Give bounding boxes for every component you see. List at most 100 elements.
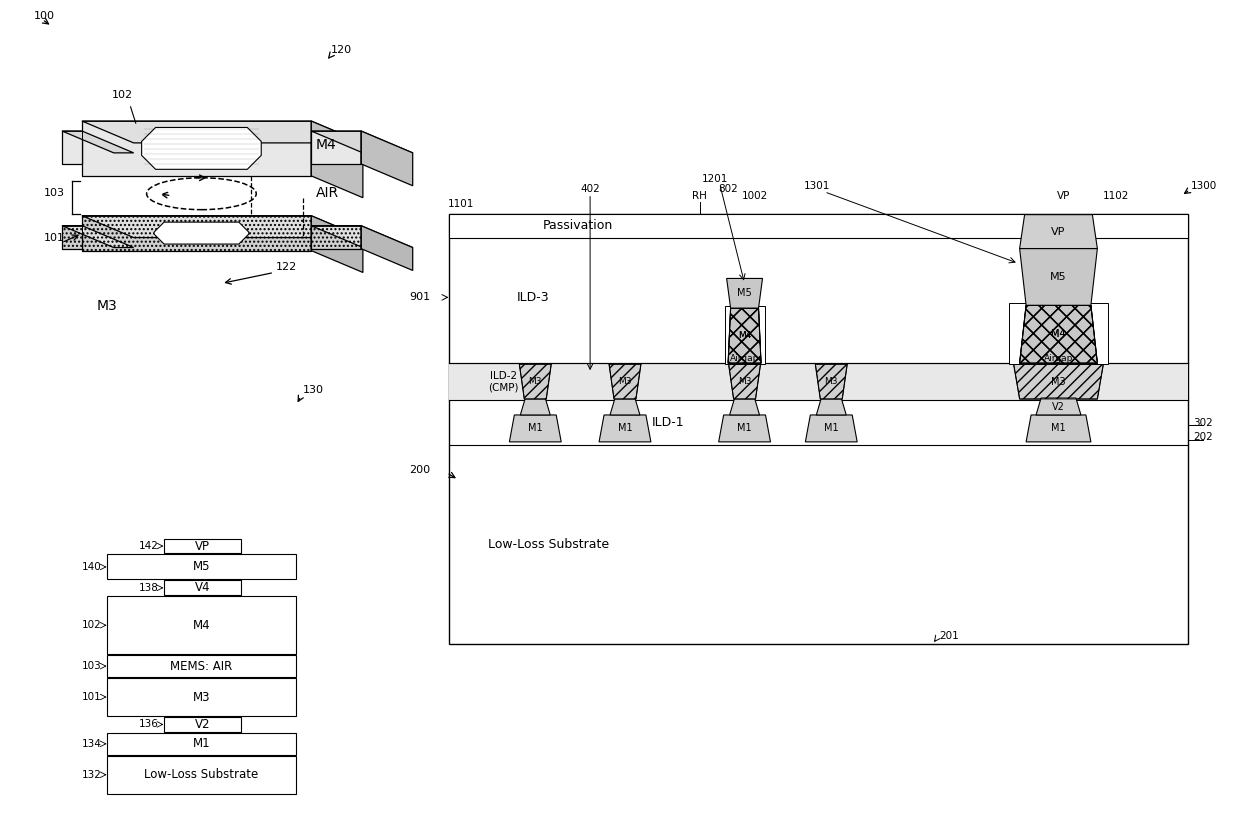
Polygon shape bbox=[520, 364, 552, 399]
Text: AIR: AIR bbox=[316, 185, 340, 200]
Text: RH: RH bbox=[692, 191, 707, 201]
Bar bbox=[164, 717, 242, 732]
Text: 1301: 1301 bbox=[804, 180, 831, 191]
Text: M5: M5 bbox=[1050, 272, 1066, 282]
Text: 120: 120 bbox=[331, 46, 352, 55]
Text: M3: M3 bbox=[1052, 376, 1066, 387]
Bar bbox=[107, 597, 296, 654]
Polygon shape bbox=[141, 128, 262, 169]
Polygon shape bbox=[1019, 215, 1097, 249]
Text: ILD-3: ILD-3 bbox=[517, 291, 549, 304]
Polygon shape bbox=[154, 222, 249, 244]
Polygon shape bbox=[816, 364, 847, 399]
Text: V4: V4 bbox=[195, 581, 211, 594]
Text: M1: M1 bbox=[192, 737, 211, 750]
Polygon shape bbox=[728, 308, 761, 363]
Polygon shape bbox=[816, 398, 846, 415]
Text: M3: M3 bbox=[97, 299, 118, 313]
Text: V2: V2 bbox=[1052, 402, 1065, 411]
Text: M5: M5 bbox=[738, 289, 751, 298]
Text: M1: M1 bbox=[823, 424, 838, 433]
Polygon shape bbox=[727, 278, 763, 308]
Polygon shape bbox=[82, 215, 311, 250]
Polygon shape bbox=[1019, 306, 1097, 363]
Polygon shape bbox=[82, 215, 363, 237]
Polygon shape bbox=[599, 415, 651, 442]
Bar bbox=[449, 214, 1188, 644]
Text: 901: 901 bbox=[409, 293, 430, 302]
Polygon shape bbox=[805, 415, 857, 442]
Text: M3: M3 bbox=[825, 377, 838, 386]
Polygon shape bbox=[1027, 415, 1091, 442]
Text: 103: 103 bbox=[82, 661, 102, 671]
Text: 1300: 1300 bbox=[1192, 180, 1218, 191]
Bar bbox=[107, 655, 296, 677]
Bar bbox=[1008, 303, 1109, 364]
Bar bbox=[449, 363, 1188, 400]
Text: VP: VP bbox=[1056, 191, 1070, 201]
Text: V2: V2 bbox=[195, 718, 211, 731]
Text: Airgap: Airgap bbox=[730, 354, 759, 363]
Text: 1002: 1002 bbox=[742, 191, 768, 201]
Text: Low-Loss Substrate: Low-Loss Substrate bbox=[487, 538, 609, 551]
Text: 201: 201 bbox=[939, 631, 959, 641]
Text: 102: 102 bbox=[112, 90, 133, 100]
Text: 100: 100 bbox=[33, 11, 55, 21]
Text: M3: M3 bbox=[619, 377, 631, 386]
Bar bbox=[724, 307, 765, 364]
Polygon shape bbox=[728, 308, 761, 363]
Text: 402: 402 bbox=[580, 184, 600, 193]
Text: MEMS: AIR: MEMS: AIR bbox=[170, 659, 233, 672]
Text: 132: 132 bbox=[82, 770, 102, 780]
Polygon shape bbox=[719, 415, 770, 442]
Text: 130: 130 bbox=[303, 385, 324, 395]
Polygon shape bbox=[62, 131, 134, 153]
Polygon shape bbox=[361, 226, 413, 271]
Text: 101: 101 bbox=[82, 692, 102, 702]
Text: M4: M4 bbox=[738, 331, 751, 341]
Bar bbox=[107, 678, 296, 716]
Polygon shape bbox=[609, 364, 641, 399]
Polygon shape bbox=[62, 226, 134, 247]
Polygon shape bbox=[311, 215, 363, 272]
Text: 200: 200 bbox=[409, 465, 430, 475]
Text: M3: M3 bbox=[192, 690, 211, 703]
Polygon shape bbox=[1037, 398, 1081, 415]
Bar bbox=[449, 214, 1188, 237]
Text: 202: 202 bbox=[1193, 432, 1213, 442]
Bar bbox=[164, 580, 242, 595]
Polygon shape bbox=[1013, 364, 1104, 399]
Polygon shape bbox=[729, 398, 760, 415]
Text: M4: M4 bbox=[738, 331, 751, 341]
Polygon shape bbox=[1019, 306, 1097, 363]
Polygon shape bbox=[311, 226, 413, 247]
Text: 802: 802 bbox=[718, 184, 738, 193]
Polygon shape bbox=[311, 131, 361, 164]
Text: 1102: 1102 bbox=[1104, 191, 1130, 201]
Text: M1: M1 bbox=[618, 424, 632, 433]
Text: Passivation: Passivation bbox=[543, 220, 614, 233]
Bar bbox=[107, 733, 296, 754]
Text: 302: 302 bbox=[1193, 418, 1213, 428]
Text: VP: VP bbox=[1052, 227, 1065, 237]
Text: VP: VP bbox=[195, 540, 210, 553]
Polygon shape bbox=[361, 131, 413, 185]
Polygon shape bbox=[311, 121, 363, 198]
Text: Airgap: Airgap bbox=[1044, 354, 1073, 363]
Text: M4: M4 bbox=[1052, 329, 1066, 339]
Polygon shape bbox=[729, 364, 760, 399]
Text: 1101: 1101 bbox=[448, 198, 474, 209]
Text: M5: M5 bbox=[192, 560, 211, 573]
Polygon shape bbox=[82, 121, 311, 176]
Text: 1201: 1201 bbox=[702, 174, 728, 184]
Polygon shape bbox=[82, 121, 363, 143]
Text: 103: 103 bbox=[43, 188, 64, 198]
Text: M4: M4 bbox=[1052, 329, 1066, 339]
Polygon shape bbox=[610, 398, 640, 415]
Bar bbox=[164, 538, 242, 554]
Text: M1: M1 bbox=[528, 424, 543, 433]
Polygon shape bbox=[521, 398, 551, 415]
Polygon shape bbox=[510, 415, 562, 442]
Polygon shape bbox=[1019, 249, 1097, 306]
Text: M4: M4 bbox=[316, 138, 337, 152]
